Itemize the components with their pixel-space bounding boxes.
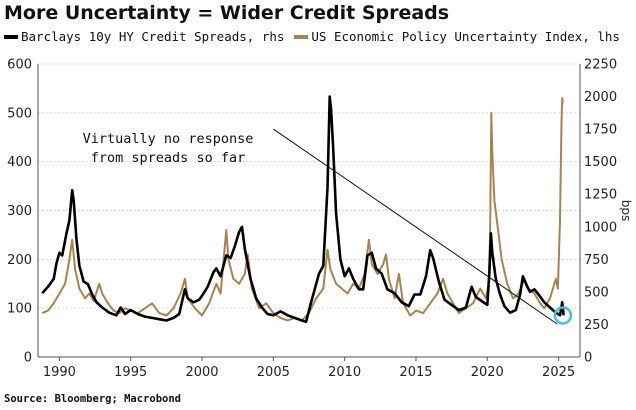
annotation-text-line-2: from spreads so far — [91, 150, 245, 166]
right-tick-label: 2000 — [584, 90, 617, 105]
source-note: Source: Bloomberg; Macrobond — [4, 393, 182, 405]
left-tick-label: 300 — [7, 204, 32, 219]
legend-swatch-hy-spreads — [4, 34, 18, 39]
x-tick-label: 2015 — [399, 365, 432, 380]
x-tick-label: 1995 — [114, 365, 147, 380]
legend-swatch-epu-index — [294, 34, 309, 39]
left-tick-label: 500 — [7, 106, 32, 121]
right-tick-label: 500 — [584, 285, 609, 300]
right-tick-label: 1000 — [584, 220, 617, 235]
right-tick-label: 2250 — [584, 58, 617, 73]
right-tick-label: 0 — [584, 351, 592, 366]
right-tick-label: 1250 — [584, 188, 617, 203]
left-tick-label: 100 — [7, 302, 32, 317]
annotation-highlight-circle — [553, 306, 573, 325]
right-tick-label: 1500 — [584, 155, 617, 170]
left-tick-label: 400 — [7, 155, 32, 170]
annotation-text-line-1: Virtually no response — [83, 131, 254, 147]
right-axis-unit: bps — [619, 200, 633, 222]
x-tick-label: 2025 — [542, 365, 575, 380]
x-tick-label: 2000 — [185, 365, 218, 380]
right-tick-label: 750 — [584, 253, 609, 268]
legend-item-epu-index: US Economic Policy Uncertainty Index, lh… — [294, 29, 620, 44]
legend-label-epu-index: US Economic Policy Uncertainty Index, lh… — [311, 29, 620, 44]
chart-title: More Uncertainty = Wider Credit Spreads — [4, 2, 450, 24]
series-line-epu-index — [41, 97, 564, 322]
legend-item-hy-spreads: Barclays 10y HY Credit Spreads, rhs — [4, 29, 284, 44]
left-tick-label: 200 — [7, 253, 32, 268]
x-tick-label: 2005 — [257, 365, 290, 380]
annotation-arrow — [273, 128, 558, 325]
left-tick-label: 0 — [24, 351, 32, 366]
legend: Barclays 10y HY Credit Spreads, rhs US E… — [4, 29, 630, 44]
left-tick-label: 600 — [7, 58, 32, 73]
legend-label-hy-spreads: Barclays 10y HY Credit Spreads, rhs — [21, 29, 285, 44]
x-tick-label: 1990 — [43, 365, 76, 380]
right-tick-label: 1750 — [584, 123, 617, 138]
right-tick-label: 250 — [584, 318, 609, 333]
x-tick-label: 2010 — [328, 365, 361, 380]
series-line-hy-spreads — [41, 95, 565, 324]
x-tick-label: 2020 — [471, 365, 504, 380]
